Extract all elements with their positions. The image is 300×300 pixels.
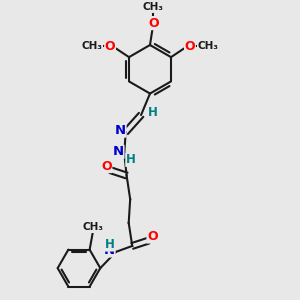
Text: H: H [126, 153, 136, 166]
Text: H: H [147, 106, 157, 119]
Text: O: O [148, 16, 159, 30]
Text: CH₃: CH₃ [143, 2, 164, 12]
Text: H: H [104, 238, 114, 251]
Text: CH₃: CH₃ [82, 41, 103, 52]
Text: CH₃: CH₃ [83, 223, 104, 232]
Text: O: O [147, 230, 158, 243]
Text: N: N [113, 145, 124, 158]
Text: CH₃: CH₃ [197, 41, 218, 52]
Text: N: N [115, 124, 126, 137]
Text: O: O [184, 40, 195, 53]
Text: O: O [101, 160, 112, 172]
Text: N: N [104, 244, 115, 257]
Text: O: O [105, 40, 116, 53]
